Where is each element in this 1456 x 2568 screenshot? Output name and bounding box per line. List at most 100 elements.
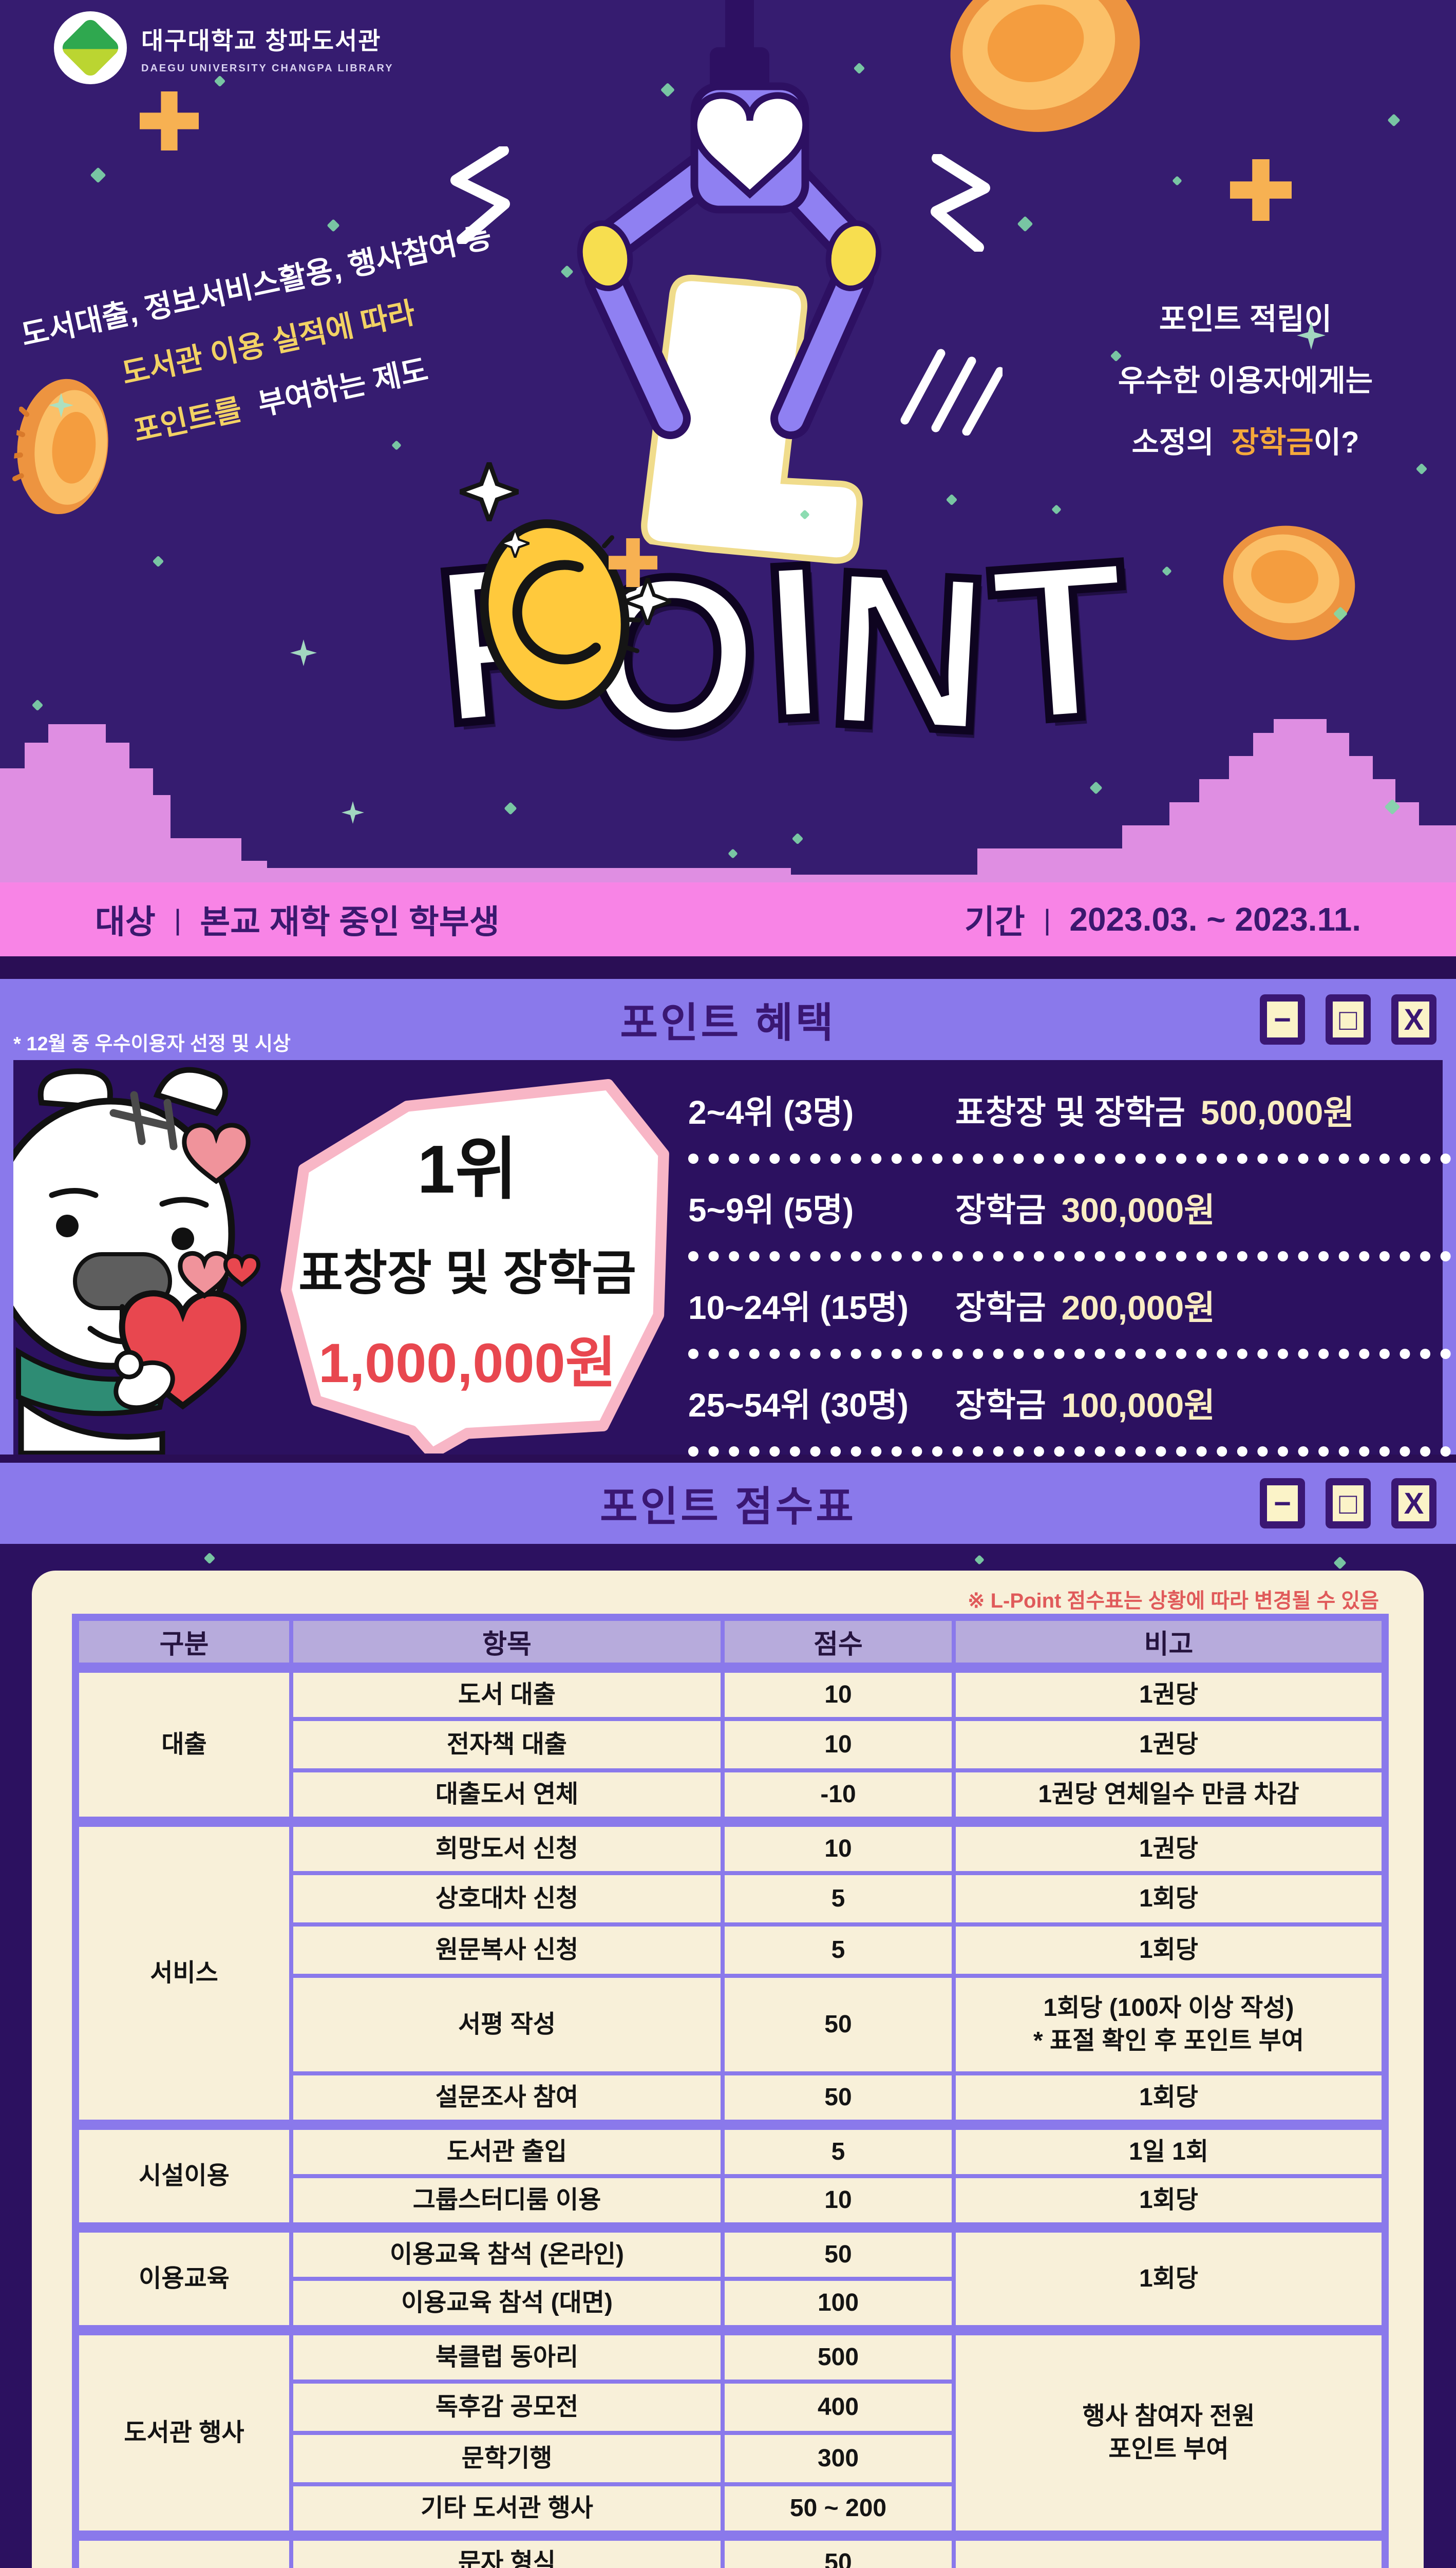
rank-row: 2~4위 (3명) 표창장 및 장학금 500,000원 (688, 1066, 1451, 1164)
item-cell: 희망도서 신청 (289, 1817, 725, 1875)
rank-prize: 장학금 (955, 1387, 1046, 1424)
tagline-line: 포인트 적립이 (1159, 303, 1332, 336)
star-icon (1162, 566, 1172, 576)
note-cell: 홍보 1건당 (952, 2531, 1387, 2568)
coin-icon (1223, 525, 1355, 640)
star-icon (31, 699, 44, 711)
score-window-title: 포인트 점수표 (600, 1484, 856, 1530)
minimize-button[interactable]: − (1260, 1478, 1305, 1528)
seal-emblem (59, 16, 122, 79)
note-cell: 1권당 (952, 1663, 1387, 1721)
item-cell: 전자책 대출 (289, 1717, 725, 1772)
minimize-button[interactable]: − (1260, 994, 1305, 1045)
item-cell: 이용교육 참석 (온라인) (289, 2222, 725, 2281)
window-controls: − □ X (1260, 1478, 1436, 1528)
first-place-bubble (280, 1079, 669, 1453)
item-cell: 북클럽 동아리 (289, 2325, 725, 2384)
first-place-info: 1위 표창장 및 장학금 1,000,000원 (267, 1115, 668, 1399)
score-cell: 10 (721, 1663, 956, 1721)
coin-icon (950, 0, 1140, 132)
score-cell: 500 (721, 2325, 956, 2384)
score-window-bar: 포인트 점수표 − □ X (0, 1463, 1456, 1544)
tagline-line: 우수한 이용자에게는 (1118, 364, 1373, 398)
column-header: 구분 (73, 1615, 293, 1670)
pixel-mountain (0, 724, 267, 883)
star-icon (728, 848, 738, 859)
rank-amount: 300,000원 (1061, 1191, 1215, 1229)
divider: | (1043, 903, 1051, 936)
item-cell: 대출도서 연체 (289, 1768, 725, 1824)
category-cell: 이용교육 (73, 2222, 293, 2332)
sparkle-icon (501, 529, 530, 558)
item-cell: 원문복사 신청 (289, 1922, 725, 1978)
rank-amount: 200,000원 (1061, 1289, 1215, 1327)
note-cell: 1회당 (952, 2071, 1387, 2127)
zigzag-icon (931, 154, 990, 252)
item-cell: 서평 작성 (289, 1974, 725, 2075)
maximize-button[interactable]: □ (1326, 994, 1371, 1045)
item-cell: 그룹스터디룸 이용 (289, 2174, 725, 2230)
tiger-mascot (13, 1067, 260, 1455)
score-cell: 50 (721, 2071, 956, 2127)
star-icon (504, 802, 517, 815)
pixel-mountain (267, 868, 791, 883)
heart-icon (223, 1254, 260, 1287)
benefits-window-title: 포인트 혜택 (620, 1000, 836, 1046)
star-icon (152, 555, 164, 568)
item-cell: 도서관 출입 (289, 2120, 725, 2178)
maximize-button[interactable]: □ (1326, 1478, 1371, 1528)
rank-range: 10~24위 (15명) (688, 1289, 909, 1326)
divider: | (174, 903, 182, 936)
category-cell: 도서관 행사 (73, 2325, 293, 2538)
heart-icon (690, 92, 809, 199)
rank-range: 2~4위 (3명) (688, 1094, 854, 1131)
right-tagline: 포인트 적립이 우수한 이용자에게는 소정의 장학금이? (1043, 289, 1448, 474)
plus-icon (140, 91, 199, 150)
close-button[interactable]: X (1391, 1478, 1436, 1528)
first-place-rank: 1위 (417, 1131, 518, 1207)
university-seal-icon (54, 11, 127, 84)
category-cell: 서비스 (73, 1817, 293, 2127)
rank-range: 5~9위 (5명) (688, 1192, 854, 1229)
score-cell: 100 (721, 2277, 956, 2332)
rank-range: 25~54위 (30명) (688, 1387, 909, 1424)
speed-lines-icon (900, 349, 1003, 436)
rank-amount: 500,000원 (1200, 1093, 1355, 1131)
item-cell: 문학기행 (289, 2431, 725, 2486)
note-cell: 1회당 (952, 1871, 1387, 1927)
star-icon (290, 639, 317, 666)
heart-icon (178, 1251, 231, 1299)
rank-amount: 100,000원 (1061, 1386, 1215, 1424)
star-icon (1017, 216, 1033, 232)
star-icon (1387, 114, 1401, 127)
note-cell: 1일 1회 (952, 2120, 1387, 2178)
benefits-note: * 12월 중 우수이용자 선정 및 시상 (13, 1033, 291, 1055)
benefits-window-bar: 포인트 혜택 * 12월 중 우수이용자 선정 및 시상 − □ X (0, 979, 1456, 1060)
score-cell: 50 (721, 2531, 956, 2568)
note-cell: 1권당 (952, 1817, 1387, 1875)
sparkle-icon (624, 578, 671, 625)
period-info: 기간 | 2023.03. ~ 2023.11. (965, 901, 1361, 940)
score-cell: 300 (721, 2431, 956, 2486)
star-icon (90, 167, 106, 183)
divider-strip (0, 1455, 1456, 1463)
score-table-note: ※ L-Point 점수표는 상황에 따라 변경될 수 있음 (967, 1590, 1379, 1612)
score-cell: 5 (721, 2120, 956, 2178)
plus-icon (1230, 159, 1292, 221)
star-icon (791, 833, 804, 845)
star-icon (327, 219, 340, 232)
sparkle-icon (460, 462, 519, 521)
item-cell: 문자 형식 (289, 2531, 725, 2568)
score-cell: 5 (721, 1871, 956, 1927)
star-icon (1051, 504, 1062, 515)
letter-l-logo (641, 274, 863, 564)
score-cell: 10 (721, 1817, 956, 1875)
score-cell: -10 (721, 1768, 956, 1824)
item-cell: 상호대차 신청 (289, 1871, 725, 1927)
close-button[interactable]: X (1391, 994, 1436, 1045)
category-cell: 대출 (73, 1663, 293, 1824)
score-table-body: 대출 도서 대출 10 1권당 전자책 대출 10 1권당 대출도서 연체 -10 1권당 연체일… (73, 1663, 1387, 2568)
star-icon (946, 494, 958, 506)
target-info: 대상 | 본교 재학 중인 학부생 (95, 903, 500, 941)
rank-list: 2~4위 (3명) 표창장 및 장학금 500,000원 5~9위 (5명) 장학금 30… (688, 1066, 1451, 1457)
